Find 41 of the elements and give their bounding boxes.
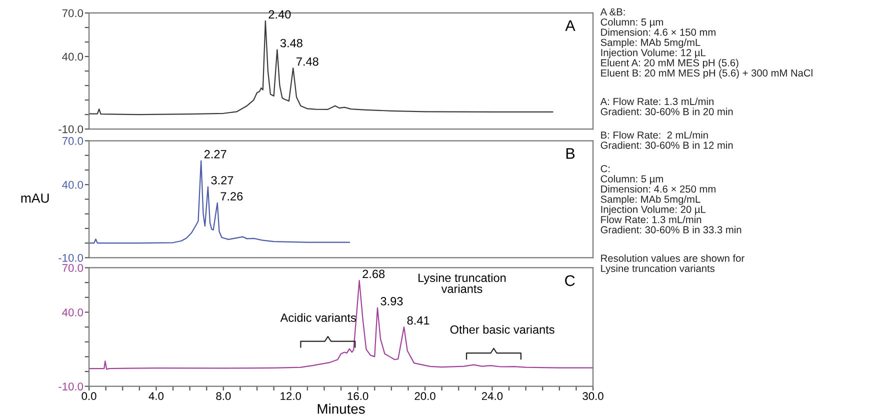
annotation: Acidic variants [280,313,356,322]
text: Resolution values are shown for Lysine truncation variants [601,254,744,274]
text: B: Flow Rate: 2 mL/min Gradient: 30-60% B in 12 min [600,131,733,149]
text: C: Column: 5 µm Dimension: 4.6 × 250 mm Sample: MAb 5mg/mL Injection Volume: 20 µL Flow Rate: 1.3 mL/min Gradient: 30-60% B in 33.3 min [600,165,742,234]
chart-title: B [566,148,575,159]
x-tick-label: 24.0 [482,392,503,400]
y-tick-label: 70.0 [62,9,84,18]
y-tick-label: 40.0 [62,180,84,189]
y-tick-label: 40.0 [62,52,84,61]
y-tick-label: 70.0 [62,137,84,145]
x-tick-label: 8.0 [216,392,231,400]
text: A: Flow Rate: 1.3 mL/min Gradient: 30-60% B in 20 min [600,98,733,116]
x-tick-label: 20.0 [414,392,436,400]
text: A &B: Column: 5 µm Dimension: 4.6 × 150 mm Sample: MAb 5mg/mL Injection Volume: 12 µL Eluent A: 20 mM MES pH (5.6) Eluent B: 20 mM MES pH (5.6) + 300 mM NaCl [600,8,812,79]
y-tick-label: -10.0 [58,382,84,390]
x-tick-label: 30.0 [582,392,604,400]
y-axis-title: mAU [21,194,49,203]
annotation: Lysine truncation variants [418,273,506,294]
x-tick-label: 12.0 [280,392,301,400]
annotation: 8.41 [407,316,430,325]
annotation: 7.26 [220,192,243,200]
y-tick-label: 40.0 [62,308,84,316]
y-tick-label: 70.0 [62,264,84,272]
line-series [89,20,554,116]
chart-title: C [565,275,575,286]
x-tick-label: 16.0 [348,392,368,400]
annotation: 7.48 [296,57,318,66]
y-tick-label: -10.0 [58,125,84,134]
x-tick-label: 4.0 [148,392,164,400]
annotation: Other basic variants [450,325,554,334]
y-tick-label: -10.0 [58,254,84,262]
annotation: 2.27 [204,150,226,158]
chart-title: A [565,20,576,31]
x-tick-label: 0.0 [82,392,96,400]
x-axis-title: Minutes [318,404,365,414]
annotation: 3.48 [280,38,302,48]
annotation: 3.27 [211,176,234,184]
annotation: 2.68 [362,270,385,278]
annotation: 2.40 [268,10,291,19]
annotation: 3.93 [380,297,403,306]
line-series [89,160,350,244]
